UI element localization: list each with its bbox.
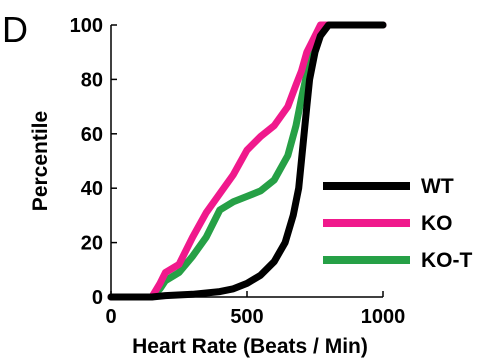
x-ticks: 0 500 1000 <box>105 291 405 328</box>
y-tick-label: 20 <box>81 233 103 255</box>
x-axis-label: Heart Rate (Beats / Min) <box>132 335 368 358</box>
legend-label-wt: WT <box>421 175 454 198</box>
x-tick-label: 0 <box>105 306 116 328</box>
y-tick-label: 40 <box>81 178 103 200</box>
y-tick-label: 100 <box>70 15 103 37</box>
panel-label: D <box>2 9 28 50</box>
series-layer <box>107 21 387 301</box>
legend: WT KO KO-T <box>323 175 472 272</box>
y-ticks: 0 20 40 60 80 100 <box>70 15 117 309</box>
series-line-ko <box>107 21 387 301</box>
x-tick-label: 1000 <box>361 306 406 328</box>
x-tick-label: 500 <box>230 306 263 328</box>
series-line-wt <box>107 21 387 301</box>
legend-label-ko-t: KO-T <box>421 249 472 272</box>
legend-label-ko: KO <box>421 212 453 235</box>
y-tick-label: 80 <box>81 69 103 91</box>
y-axis-label: Percentile <box>29 111 52 211</box>
y-tick-label: 60 <box>81 124 103 146</box>
y-tick-label: 0 <box>92 287 103 309</box>
